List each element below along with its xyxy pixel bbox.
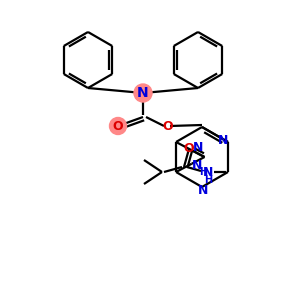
Text: N: N [193, 141, 203, 154]
Circle shape [134, 84, 152, 102]
Text: H: H [199, 167, 207, 177]
Text: O: O [184, 142, 194, 155]
Text: N: N [198, 184, 208, 196]
Text: N: N [218, 134, 228, 148]
Text: O: O [113, 119, 123, 133]
Circle shape [110, 118, 127, 134]
Text: N: N [203, 167, 213, 179]
Text: H: H [204, 175, 212, 185]
Text: N: N [191, 159, 202, 172]
Text: O: O [163, 119, 173, 133]
Text: N: N [137, 86, 149, 100]
